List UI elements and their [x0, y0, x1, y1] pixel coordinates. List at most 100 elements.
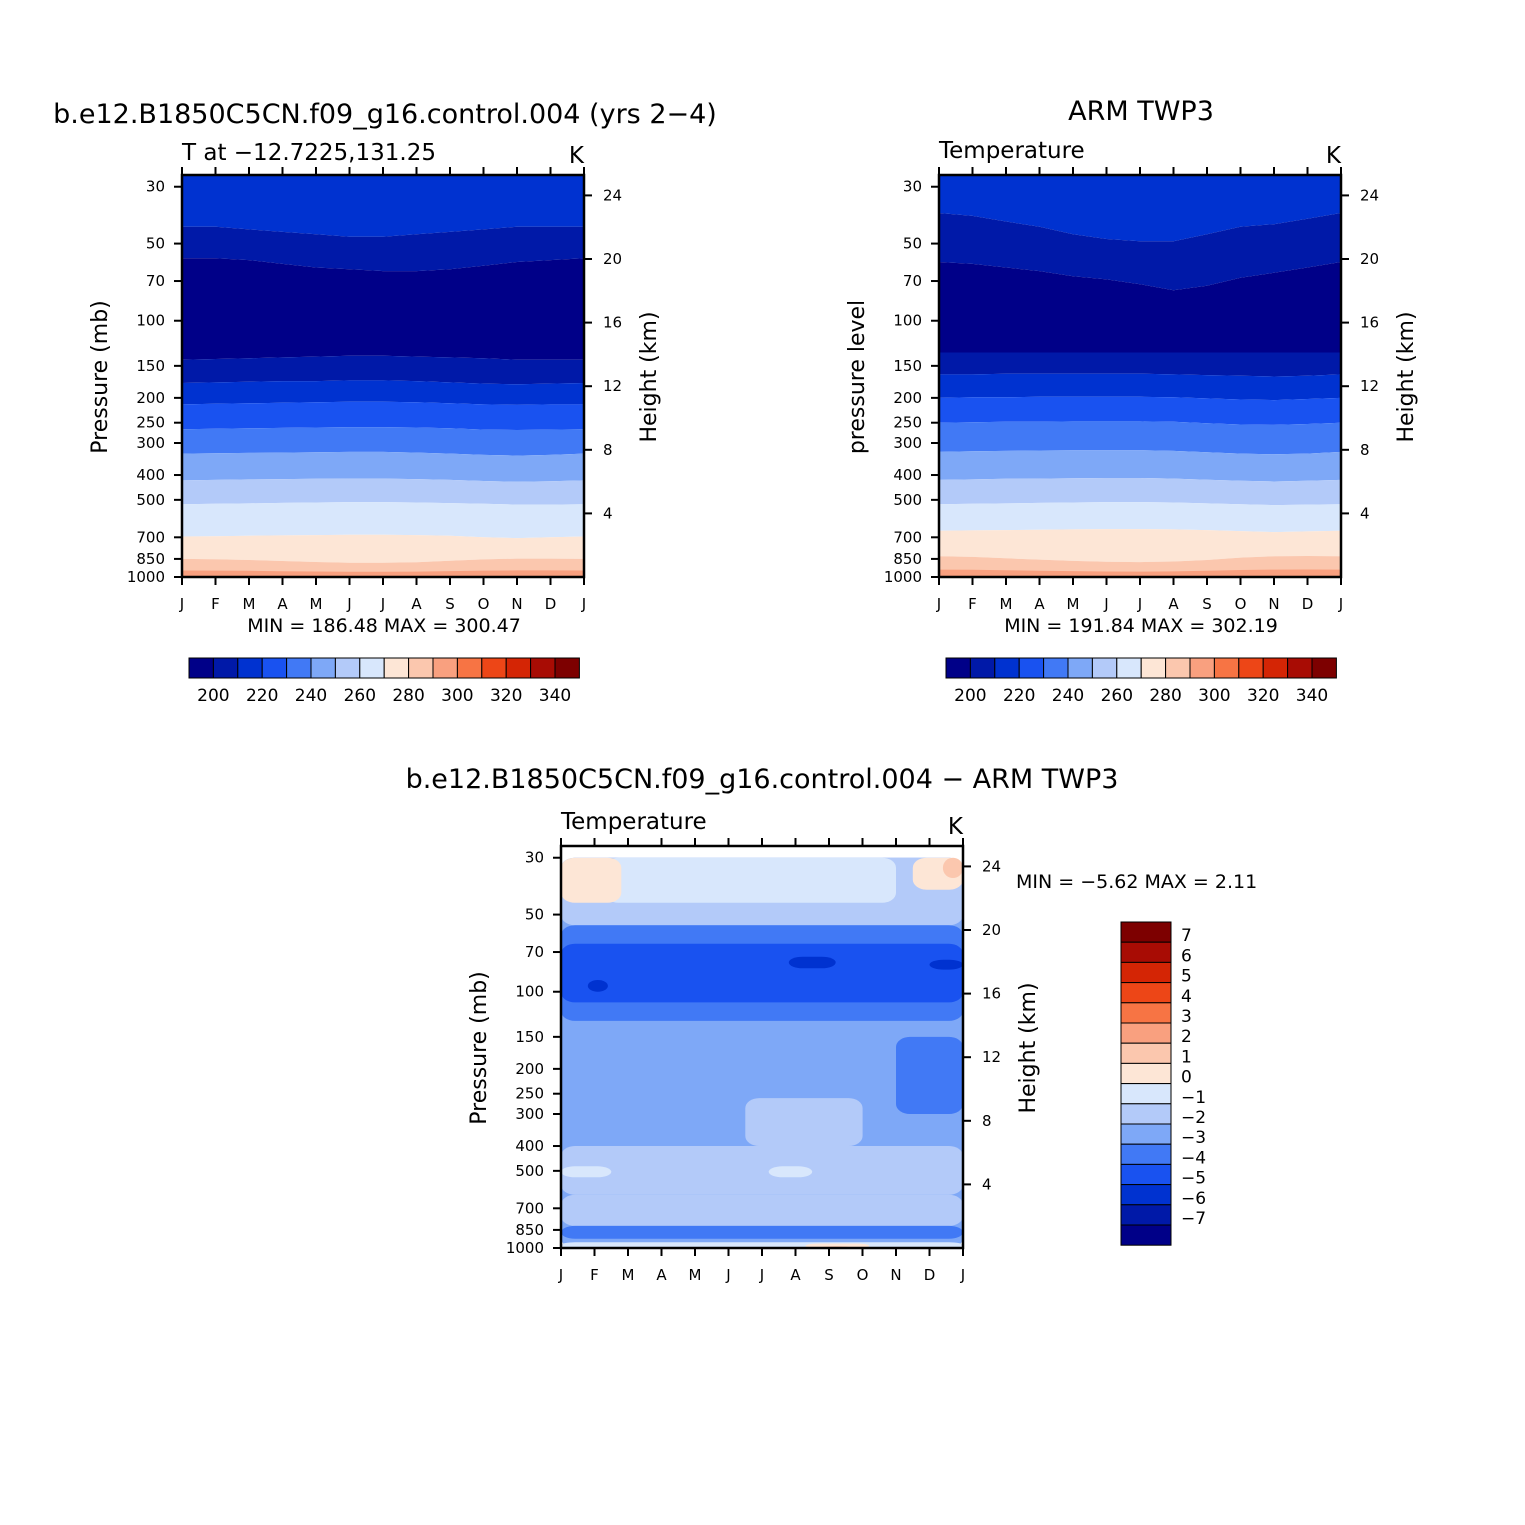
model-colorbar-swatch	[481, 657, 507, 679]
obs-y2-tick-label: 4	[1360, 504, 1370, 522]
diff-colorbar-label: −1	[1181, 1088, 1206, 1108]
diff-colorbar-swatch	[1120, 1224, 1172, 1246]
diff-y-tick-label: 300	[515, 1105, 544, 1123]
model-x-tick-label: M	[310, 595, 323, 613]
obs-colorbar-label: 320	[1247, 686, 1279, 706]
diff-y-tick-label: 500	[515, 1162, 544, 1180]
diff-y2-tick-label: 12	[982, 1048, 1001, 1066]
diff-y-tick-label: 1000	[506, 1239, 544, 1257]
diff-contour-region	[561, 1146, 963, 1195]
diff-x-tick-label: O	[857, 1266, 869, 1284]
model-colorbar-swatch	[261, 657, 288, 679]
obs-y-tick-label: 250	[893, 414, 922, 432]
obs-y-tick-label: 200	[893, 389, 922, 407]
panel-diff-axes: J F M A M J J A S O N D J 30 50 70 100 150 200 250 300 400 500…	[506, 838, 1001, 1284]
obs-contour-band-220	[939, 396, 1341, 425]
panel-diff-min-max: MIN = −5.62 MAX = 2.11	[1016, 871, 1257, 893]
model-colorbar-swatch	[359, 657, 385, 679]
model-x-tick-label: A	[411, 595, 422, 613]
panel-obs-plot-area	[939, 175, 1341, 577]
obs-colorbar-swatch	[1287, 657, 1313, 679]
panel-obs: ARM TWP3 Temperature K J F M A M J J A S O N D J 30 50…	[845, 96, 1419, 706]
model-x-tick-label: J	[179, 595, 184, 613]
obs-colorbar-label: 300	[1198, 686, 1230, 706]
diff-colorbar-swatch	[1120, 1062, 1172, 1085]
obs-colorbar-swatch	[1091, 657, 1118, 679]
panel-model-units: K	[569, 143, 585, 169]
diff-x-tick-label: M	[622, 1266, 635, 1284]
obs-colorbar-swatch	[1116, 657, 1142, 679]
diff-colorbar-swatch	[1120, 1184, 1172, 1206]
model-contour-band-200	[182, 355, 584, 385]
diff-x-tick-label: J	[725, 1266, 730, 1284]
obs-y-tick-label: 400	[893, 466, 922, 484]
panel-diff-y-axis-label: Pressure (mb)	[467, 971, 492, 1125]
model-colorbar-swatch	[383, 657, 410, 679]
model-colorbar-swatch	[237, 657, 263, 679]
diff-y-tick-label: 50	[525, 906, 544, 924]
diff-contour-region	[561, 943, 963, 1003]
model-colorbar-swatch	[505, 657, 532, 679]
diff-colorbar-label: −3	[1181, 1128, 1206, 1148]
panel-obs-units: K	[1326, 143, 1342, 169]
diff-y-tick-label: 850	[515, 1221, 544, 1239]
diff-y2-tick-label: 24	[982, 857, 1001, 875]
diff-colorbar-swatch	[1120, 1163, 1172, 1186]
obs-colorbar-swatch	[945, 657, 971, 679]
diff-x-tick-label: J	[558, 1266, 563, 1284]
model-contour-band-210	[182, 380, 584, 405]
model-contour-band-220	[182, 401, 584, 430]
model-colorbar-swatch	[408, 657, 434, 679]
diff-x-tick-label: J	[759, 1266, 764, 1284]
model-contour-band-250	[182, 478, 584, 505]
model-colorbar-swatch	[212, 657, 239, 679]
diff-y2-tick-label: 20	[982, 921, 1001, 939]
obs-y-tick-label: 150	[893, 357, 922, 375]
obs-colorbar-swatch	[1213, 657, 1240, 679]
diff-y-tick-label: 30	[525, 849, 544, 867]
model-colorbar-label: 340	[539, 686, 571, 706]
diff-y2-tick-label: 8	[982, 1112, 992, 1130]
panel-model-plot-area	[182, 175, 584, 577]
model-colorbar-swatch	[432, 657, 458, 679]
obs-contour-band-230	[939, 175, 1341, 242]
model-y2-tick-label: 12	[603, 377, 622, 395]
obs-colorbar-swatch	[1311, 657, 1337, 679]
model-y2-tick-label: 16	[603, 314, 622, 332]
model-y-tick-label: 1000	[127, 568, 165, 586]
model-contour-band-260	[182, 502, 584, 539]
obs-x-tick-label: M	[1000, 595, 1013, 613]
obs-y-tick-label: 100	[893, 312, 922, 330]
diff-colorbar-swatch	[1120, 1083, 1172, 1105]
model-x-tick-label: J	[380, 595, 385, 613]
panel-diff-y2-axis-label: Height (km)	[1016, 982, 1041, 1113]
obs-x-tick-label: J	[1137, 595, 1142, 613]
obs-contour-band-260	[939, 502, 1341, 533]
diff-colorbar-label: 2	[1181, 1027, 1192, 1047]
panel-model-min-max: MIN = 186.48 MAX = 300.47	[247, 615, 521, 637]
model-colorbar-swatch	[554, 657, 580, 679]
obs-x-tick-label: O	[1235, 595, 1247, 613]
model-colorbar-swatch	[456, 657, 483, 679]
obs-x-tick-label: J	[1103, 595, 1108, 613]
obs-colorbar-label: 280	[1149, 686, 1181, 706]
diff-colorbar-label: 1	[1181, 1047, 1192, 1067]
obs-y-tick-label: 700	[893, 528, 922, 546]
obs-y2-tick-label: 20	[1360, 250, 1379, 268]
diff-colorbar-swatch	[1120, 1103, 1172, 1125]
model-y-tick-label: 70	[146, 272, 165, 290]
diff-x-tick-label: J	[960, 1266, 965, 1284]
model-contour-band-230	[182, 427, 584, 456]
model-y2-tick-label: 20	[603, 250, 622, 268]
obs-y-tick-label: 30	[903, 178, 922, 196]
obs-y2-tick-label: 12	[1360, 377, 1379, 395]
model-y-tick-label: 500	[136, 491, 165, 509]
model-y-tick-label: 250	[136, 414, 165, 432]
obs-y2-tick-label: 16	[1360, 314, 1379, 332]
diff-y-tick-label: 150	[515, 1028, 544, 1046]
diff-colorbar-swatch	[1120, 921, 1172, 943]
obs-contour-band-210	[939, 373, 1341, 401]
panel-model-colorbar: 200 220 240 260 280 300 320 340	[188, 657, 580, 706]
